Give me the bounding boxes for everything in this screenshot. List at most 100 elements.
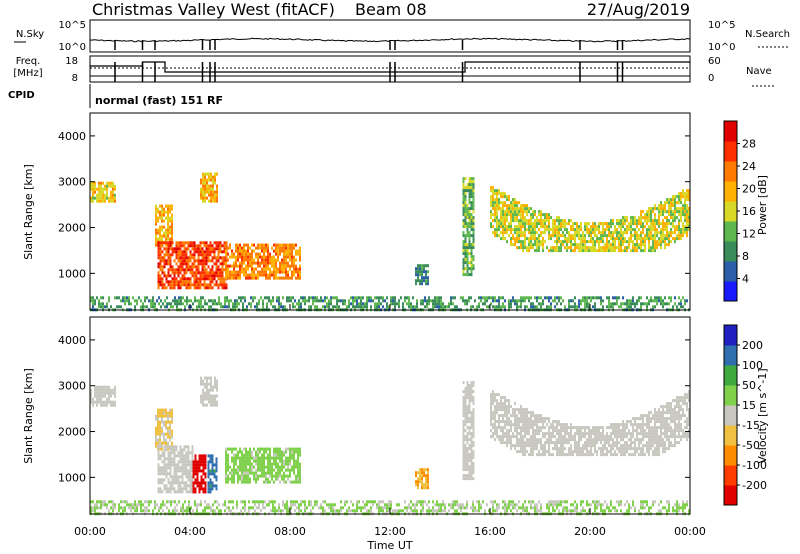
- heatmap-cell: [251, 462, 253, 466]
- heatmap-cell: [578, 441, 580, 445]
- heatmap-cell: [642, 225, 644, 229]
- heatmap-cell: [494, 296, 496, 300]
- heatmap-cell: [528, 296, 530, 300]
- heatmap-cell: [108, 394, 110, 398]
- heatmap-cell: [223, 277, 226, 281]
- heatmap-cell: [668, 204, 670, 208]
- heatmap-cell: [656, 302, 658, 306]
- heatmap-cell: [213, 241, 216, 245]
- heatmap-cell: [253, 243, 255, 247]
- heatmap-cell: [598, 225, 600, 229]
- heatmap-cell: [299, 273, 301, 277]
- heatmap-cell: [223, 262, 226, 266]
- heatmap-cell: [124, 302, 126, 306]
- heatmap-cell: [142, 302, 144, 306]
- heatmap-cell: [114, 296, 116, 300]
- heatmap-cell: [224, 305, 226, 309]
- heatmap-cell: [283, 270, 285, 274]
- heatmap-cell: [183, 262, 186, 266]
- heatmap-cell: [202, 379, 204, 383]
- heatmap-cell: [244, 296, 246, 300]
- heatmap-cell: [344, 299, 346, 303]
- heatmap-cell: [211, 244, 214, 248]
- heatmap-cell: [275, 450, 277, 454]
- heatmap-cell: [592, 453, 594, 457]
- heatmap-cell: [402, 302, 404, 306]
- heatmap-cell: [536, 438, 538, 442]
- heatmap-cell: [534, 234, 536, 238]
- heatmap-cell: [534, 243, 536, 247]
- heatmap-cell: [207, 286, 210, 290]
- heatmap-cell: [173, 283, 176, 287]
- heatmap-cell: [179, 484, 182, 488]
- heatmap-cell: [116, 296, 118, 300]
- heatmap-cell: [578, 302, 580, 306]
- heatmap-cell: [226, 299, 228, 303]
- heatmap-cell: [544, 222, 546, 226]
- heatmap-cell: [470, 216, 473, 220]
- heatmap-cell: [676, 228, 678, 232]
- heatmap-cell: [672, 305, 674, 309]
- heatmap-cell: [508, 305, 510, 309]
- heatmap-cell: [596, 240, 598, 244]
- heatmap-cell: [146, 305, 148, 309]
- heatmap-cell: [308, 296, 310, 300]
- heatmap-cell: [438, 296, 440, 300]
- heatmap-cell: [580, 429, 582, 433]
- heatmap-cell: [102, 385, 104, 389]
- heatmap-cell: [528, 429, 530, 433]
- heatmap-cell: [227, 276, 229, 280]
- heatmap-cell: [610, 450, 612, 454]
- heatmap-cell: [204, 199, 206, 203]
- heatmap-cell: [223, 283, 226, 287]
- heatmap-cell: [257, 465, 259, 469]
- heatmap-cell: [247, 264, 249, 268]
- heatmap-cell: [292, 302, 294, 306]
- heatmap-cell: [227, 456, 229, 460]
- heatmap-cell: [293, 453, 295, 457]
- heatmap-cell: [289, 450, 291, 454]
- heatmap-cell: [193, 286, 196, 290]
- heatmap-cell: [646, 216, 648, 220]
- heatmap-cell: [548, 429, 550, 433]
- heatmap-cell: [542, 302, 544, 306]
- heatmap-cell: [165, 247, 168, 251]
- heatmap-cell: [468, 477, 471, 481]
- noise-left-tick-top: 10^5: [59, 20, 86, 31]
- heatmap-cell: [548, 213, 550, 217]
- heatmap-cell: [652, 225, 654, 229]
- heatmap-cell: [656, 207, 658, 211]
- heatmap-cell: [604, 435, 606, 439]
- heatmap-cell: [556, 429, 558, 433]
- heatmap-cell: [302, 299, 304, 303]
- heatmap-cell: [204, 302, 206, 306]
- heatmap-cell: [208, 175, 210, 179]
- heatmap-cell: [235, 249, 237, 253]
- heatmap-cell: [464, 299, 466, 303]
- heatmap-cell: [207, 250, 210, 254]
- heatmap-cell: [207, 271, 210, 275]
- heatmap-cell: [520, 405, 522, 409]
- heatmap-cell: [159, 256, 162, 260]
- heatmap-cell: [464, 189, 467, 193]
- heatmap-cell: [204, 175, 206, 179]
- heatmap-cell: [470, 411, 473, 415]
- heatmap-cell: [159, 253, 162, 257]
- heatmap-cell: [342, 299, 344, 303]
- heatmap-cell: [231, 459, 233, 463]
- heatmap-cell: [602, 444, 604, 448]
- heatmap-cell: [209, 484, 212, 488]
- heatmap-cell: [210, 190, 212, 194]
- heatmap-cell: [259, 255, 261, 259]
- heatmap-cell: [163, 478, 166, 482]
- heatmap-cell: [496, 432, 498, 436]
- heatmap-cell: [520, 408, 522, 412]
- heatmap-cell: [622, 234, 624, 238]
- heatmap-cell: [598, 243, 600, 247]
- colorbar-tick-label: 24: [742, 160, 756, 173]
- heatmap-cell: [283, 465, 285, 469]
- heatmap-cell: [560, 243, 562, 247]
- heatmap-cell: [630, 231, 632, 235]
- heatmap-cell: [171, 283, 174, 287]
- heatmap-cell: [253, 273, 255, 277]
